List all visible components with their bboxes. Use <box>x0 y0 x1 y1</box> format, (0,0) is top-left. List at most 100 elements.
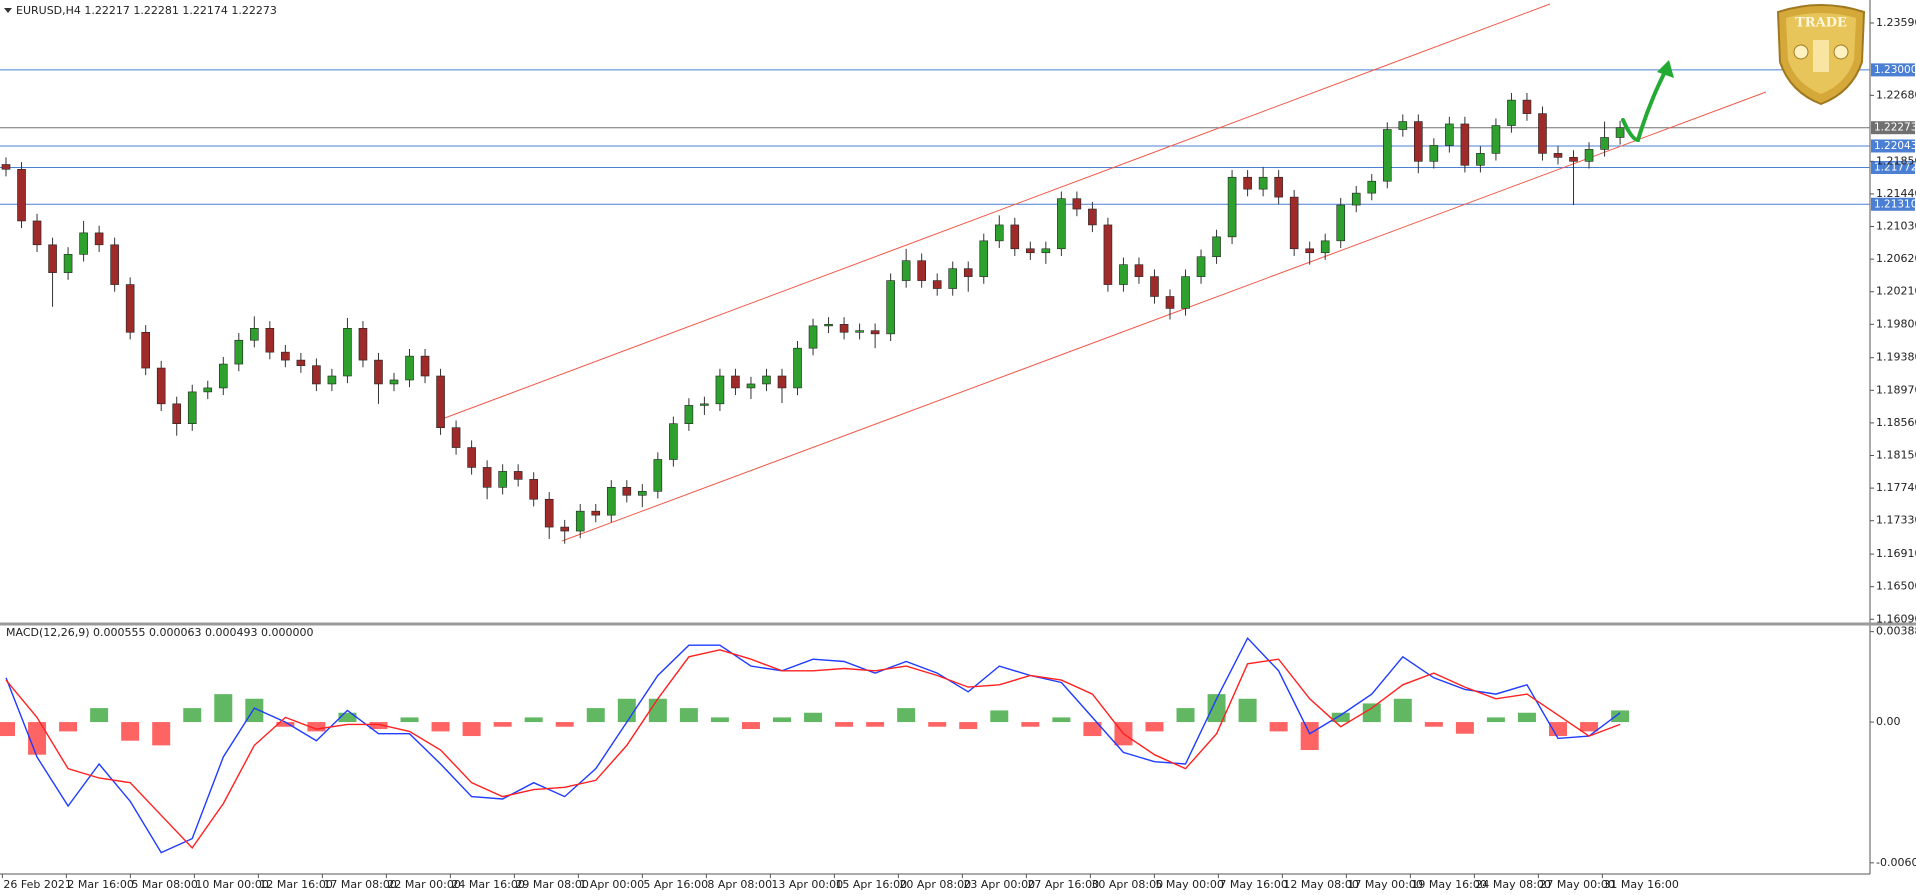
x-tick-label: 5 May 00:00 <box>1155 878 1223 891</box>
candle-body <box>1 164 11 170</box>
candle-body <box>1336 204 1346 242</box>
macd-title: MACD(12,26,9) 0.000555 0.000063 0.000493… <box>6 626 313 639</box>
y-tick-label: 1.19800 <box>1876 317 1916 330</box>
candle-body <box>436 375 445 428</box>
level-label-box <box>1871 63 1915 77</box>
candle-body <box>1429 145 1439 162</box>
candle-body <box>1134 264 1144 277</box>
histogram-bar <box>1455 722 1474 734</box>
histogram-bar <box>866 722 885 727</box>
candle-body <box>1088 208 1097 226</box>
y-tick-label: 1.18970 <box>1876 383 1916 396</box>
histogram-bar <box>897 708 916 723</box>
candle-body <box>17 168 26 222</box>
histogram-bar <box>276 722 295 727</box>
candle-body <box>1041 248 1051 254</box>
histogram-bar <box>493 722 512 727</box>
candle-body <box>1445 123 1454 146</box>
candle-body <box>638 490 647 496</box>
histogram-bar <box>338 712 357 723</box>
candle-body <box>1382 129 1392 182</box>
candle-body <box>498 471 507 488</box>
candle-body <box>1414 121 1423 162</box>
histogram-bar <box>152 722 171 746</box>
candle-body <box>420 355 430 377</box>
histogram-bar <box>400 717 419 723</box>
histogram-bar <box>773 717 791 723</box>
candle-body <box>1057 198 1066 250</box>
histogram-bar <box>555 722 574 727</box>
candle-body <box>1196 256 1206 277</box>
x-tick-label: 23 Apr 00:00 <box>963 878 1035 891</box>
x-tick-label: 5 Apr 16:00 <box>643 878 708 891</box>
candle-body <box>513 471 523 480</box>
x-tick-label: 15 Apr 16:00 <box>835 878 907 891</box>
histogram-bar <box>369 722 388 730</box>
levels: 1.23000 1.22273 1.22043 1.21772 1.21310 <box>0 63 1916 211</box>
candle-body <box>1010 224 1020 250</box>
histogram-bar <box>90 708 109 723</box>
candle-body <box>110 244 119 285</box>
histogram-bar <box>1238 698 1257 723</box>
x-tick-label: 31 May 16:00 <box>1603 878 1678 891</box>
candle-body <box>560 526 570 532</box>
candle-body <box>1553 153 1563 158</box>
candle-body <box>94 232 104 246</box>
histogram-bar <box>959 722 978 730</box>
candle-body <box>870 330 880 335</box>
candle-body <box>591 510 601 516</box>
candle-body <box>1103 224 1113 285</box>
histogram-bar <box>1052 717 1071 723</box>
candle-body <box>1026 248 1035 254</box>
candle-body <box>932 280 942 289</box>
candle-body <box>544 498 554 528</box>
histogram-bar <box>214 694 233 723</box>
histogram-bar <box>990 710 1009 723</box>
histogram-bar <box>1362 703 1381 723</box>
x-tick-label: 29 Mar 08:00 <box>515 878 588 891</box>
candle-body <box>1351 192 1361 206</box>
histogram-bar <box>804 712 823 723</box>
candle-body <box>1522 99 1532 114</box>
candle-body <box>1227 176 1237 238</box>
candle-body <box>1274 176 1283 198</box>
candle-body <box>265 327 275 353</box>
x-tick-label: 19 May 16:00 <box>1411 878 1486 891</box>
candle-body <box>1150 276 1159 297</box>
candle-body <box>715 375 725 405</box>
candle-body <box>824 324 833 327</box>
x-tick-label: 12 May 08:00 <box>1283 878 1358 891</box>
candle-body <box>839 324 849 333</box>
candle-body <box>994 224 1004 242</box>
chart-title: EURUSD,H4 1.22217 1.22281 1.22174 1.2227… <box>16 4 277 17</box>
level-label: 1.23000 <box>1874 64 1916 76</box>
level-label: 1.22273 <box>1874 122 1916 134</box>
candle-body <box>234 339 244 365</box>
candle-body <box>901 260 911 281</box>
candle-body <box>482 467 492 488</box>
histogram-bar <box>183 708 202 723</box>
y-tick-label: 1.20210 <box>1876 285 1916 298</box>
y-tick-label: -0.00604 <box>1876 856 1916 869</box>
y-tick-label: 1.18560 <box>1876 416 1916 429</box>
histogram-bar <box>1331 712 1350 723</box>
x-tick-label: 10 Mar 00:00 <box>195 878 268 891</box>
candle-body <box>606 487 616 516</box>
y-tick-label: 1.20620 <box>1876 252 1916 265</box>
level-label: 1.22043 <box>1874 140 1916 152</box>
menu-triangle[interactable] <box>4 8 12 13</box>
histogram-bar <box>1300 722 1319 751</box>
histogram-bar <box>710 717 729 723</box>
candle-body <box>622 487 632 496</box>
level-label-box <box>1871 161 1915 175</box>
histogram-bar <box>1083 722 1102 737</box>
candle-body <box>467 447 476 468</box>
candle-body <box>405 355 414 381</box>
x-tick-label: 7 May 16:00 <box>1219 878 1287 891</box>
histogram-bar <box>462 722 481 737</box>
candle-body <box>1072 198 1082 210</box>
forecast-arrowhead <box>1657 60 1674 78</box>
y-tick-label: 1.16500 <box>1876 580 1916 593</box>
candle-body <box>374 359 383 385</box>
